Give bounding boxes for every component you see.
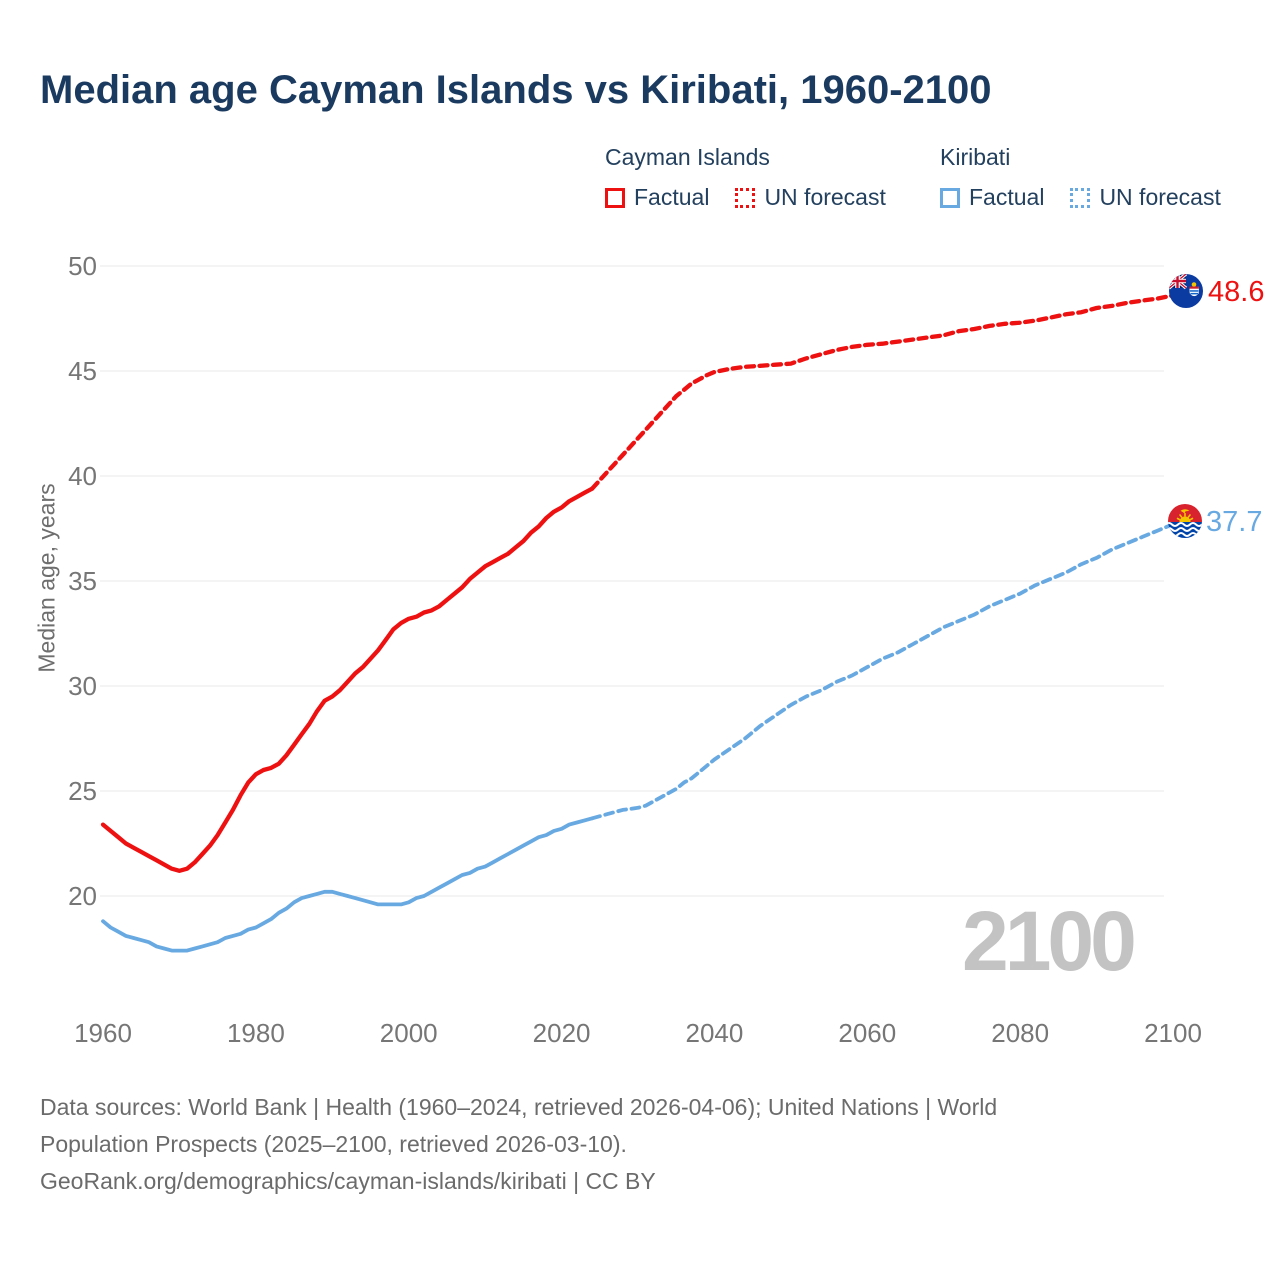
data-sources-footer: Data sources: World Bank | Health (1960–… <box>40 1089 1200 1200</box>
legend-group-kiribati: Kiribati Factual UN forecast <box>940 144 1221 211</box>
y-tick-label: 25 <box>68 776 97 806</box>
series-path-cayman-islands-un-forecast <box>590 293 1176 491</box>
kiribati-sun <box>1176 512 1194 522</box>
union-jack-canton <box>1169 274 1188 290</box>
y-tick-label: 20 <box>68 881 97 911</box>
y-tick-label: 45 <box>68 356 97 386</box>
series-path-kiribati-un-forecast <box>590 522 1175 821</box>
legend-item-cayman-forecast: UN forecast <box>735 184 886 211</box>
x-tick-label: 2080 <box>991 1018 1049 1048</box>
solid-line-swatch-icon <box>605 187 625 208</box>
x-tick-label: 1960 <box>74 1018 132 1048</box>
legend-item-label: UN forecast <box>764 184 886 210</box>
y-tick-label: 40 <box>68 461 97 491</box>
y-tick-label: 50 <box>68 251 97 281</box>
legend-item-label: Factual <box>634 184 710 210</box>
legend-item-label: Factual <box>969 184 1045 210</box>
x-tick-label: 2040 <box>686 1018 744 1048</box>
y-tick-label: 30 <box>68 671 97 701</box>
legend-row: Factual UN forecast <box>605 184 886 211</box>
y-tick-label: 35 <box>68 566 97 596</box>
kiribati-end-value: 37.7 <box>1206 506 1263 538</box>
chart-title: Median age Cayman Islands vs Kiribati, 1… <box>40 68 992 112</box>
y-axis-title: Median age, years <box>33 483 60 673</box>
kiribati-frigatebird <box>1180 509 1190 514</box>
legend-group-cayman: Cayman Islands Factual UN forecast <box>605 144 886 211</box>
kiribati-flag-icon <box>1168 504 1202 538</box>
x-tick-label: 1980 <box>227 1018 285 1048</box>
footer-line: GeoRank.org/demographics/cayman-islands/… <box>40 1168 656 1194</box>
dotted-line-swatch-icon <box>735 187 756 208</box>
dotted-line-swatch-icon <box>1070 187 1091 208</box>
x-tick-label: 2020 <box>533 1018 591 1048</box>
footer-line: Data sources: World Bank | Health (1960–… <box>40 1094 998 1120</box>
cayman-islands-flag-icon <box>1169 274 1203 308</box>
x-tick-label: 2100 <box>1144 1018 1202 1048</box>
cayman-crest <box>1189 282 1199 297</box>
legend-group-title: Cayman Islands <box>605 144 770 170</box>
legend-item-kiribati-factual: Factual <box>940 184 1044 211</box>
legend-row: Factual UN forecast <box>940 184 1221 211</box>
x-tick-label: 2060 <box>838 1018 896 1048</box>
x-tick-label: 2000 <box>380 1018 438 1048</box>
footer-line: Population Prospects (2025–2100, retriev… <box>40 1131 627 1157</box>
legend-group-title: Kiribati <box>940 144 1011 170</box>
solid-line-swatch-icon <box>940 187 960 208</box>
cayman-end-value: 48.6 <box>1208 276 1265 308</box>
year-watermark: 2100 <box>962 894 1137 988</box>
series-path-kiribati-factual <box>101 816 595 953</box>
legend-item-cayman-factual: Factual <box>605 184 709 211</box>
series-path-cayman-islands-factual <box>100 486 595 873</box>
legend-item-kiribati-forecast: UN forecast <box>1070 184 1221 211</box>
legend-item-label: UN forecast <box>1099 184 1221 210</box>
